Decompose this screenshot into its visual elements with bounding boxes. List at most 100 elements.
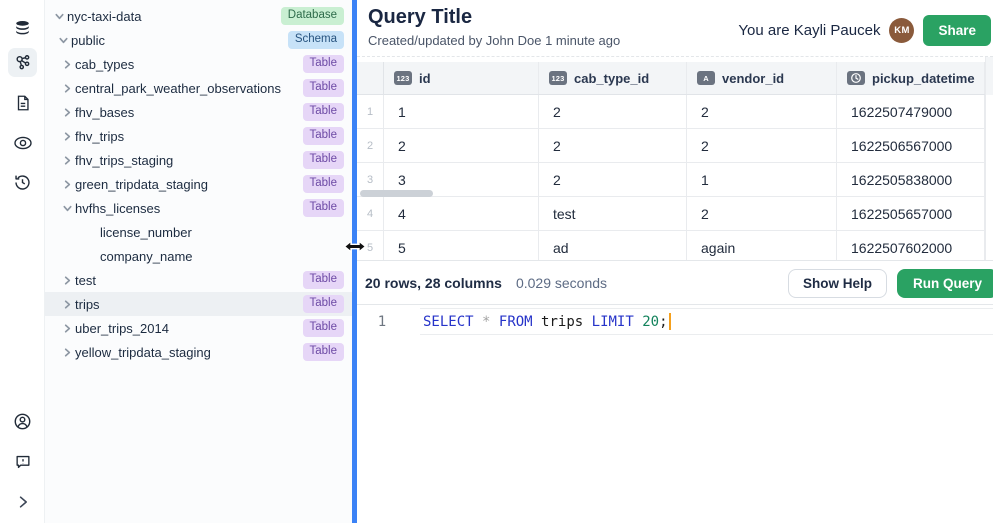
row-number[interactable]: 1 [357,95,384,128]
sql-editor[interactable]: 1 SELECT * FROM trips LIMIT 20; [357,306,993,523]
tree-item-label: fhv_trips_staging [75,152,174,168]
numeric-type-icon: 123 [549,71,567,85]
tree-item[interactable]: license_number [45,220,352,244]
sql-code-line[interactable]: SELECT * FROM trips LIMIT 20; [423,308,671,335]
column-header-label: pickup_datetime [872,70,975,86]
tree-item[interactable]: public Schema [45,28,352,52]
main-panel: Query Title Created/updated by John Doe … [357,0,993,523]
table-cell[interactable]: test [539,197,687,230]
table-cell[interactable]: 2 [384,129,539,162]
table-cell[interactable]: 2 [539,95,687,128]
rows-columns-count: 20 rows, 28 columns [365,274,502,291]
table-cell[interactable]: 2 [539,163,687,196]
table-cell[interactable]: 1 [687,163,837,196]
account-icon[interactable] [8,407,37,436]
table-cell[interactable]: 4 [384,197,539,230]
sql-token: 20 [642,313,660,330]
table-cell[interactable]: 1622505657000 [837,197,985,230]
tree-item[interactable]: cab_types Table [45,52,352,76]
schema-tree: nyc-taxi-data Database public Schema cab… [45,0,352,523]
row-number[interactable]: 3 [357,163,384,196]
status-bar: 20 rows, 28 columns 0.029 seconds Show H… [357,260,993,305]
table-cell[interactable]: 2 [687,197,837,230]
tree-item[interactable]: nyc-taxi-data Database [45,4,352,28]
eye-icon[interactable] [8,128,37,157]
table-cell[interactable]: 1622505838000 [837,163,985,196]
chevron-right-icon[interactable] [62,322,75,334]
database-icon[interactable] [8,14,37,43]
document-icon[interactable] [8,88,37,117]
column-header-cab_type_id[interactable]: 123 cab_type_id [539,62,687,94]
panel-resize-divider[interactable] [352,0,357,523]
grid-body: 1 1 2 2 1622507479000 2 2 2 2 1622506567000 3 3 2 1 16… [357,95,993,260]
grid-scrollbar-corner [986,57,993,95]
tree-item-type-badge: Table [302,102,344,122]
show-help-button[interactable]: Show Help [787,269,887,298]
user-cluster: You are Kayli Paucek KM Share [738,14,991,46]
tree-item[interactable]: trips Table [45,292,352,316]
table-cell[interactable]: 1 [384,95,539,128]
grid-horizontal-scrollbar-thumb[interactable] [360,190,433,197]
sql-token: SELECT [423,313,474,330]
tree-item-label: license_number [100,224,192,240]
tree-item[interactable]: fhv_trips Table [45,124,352,148]
row-number[interactable]: 4 [357,197,384,230]
table-cell[interactable]: 3 [384,163,539,196]
query-meta: Created/updated by John Doe 1 minute ago [368,33,621,48]
column-header-id[interactable]: 123 id [384,62,539,94]
column-header-pickup_datetime[interactable]: pickup_datetime [837,62,985,94]
chevron-right-icon[interactable] [62,130,75,142]
tree-item-type-badge: Table [302,294,344,314]
share-button[interactable]: Share [923,14,991,46]
grid-vertical-scrollbar[interactable] [985,57,993,260]
tree-item[interactable]: test Table [45,268,352,292]
table-cell[interactable]: 2 [687,129,837,162]
tree-item[interactable]: fhv_bases Table [45,100,352,124]
table-cell[interactable]: 2 [687,95,837,128]
expand-sidebar-icon[interactable] [8,487,37,516]
table-row: 1 1 2 2 1622507479000 [357,95,993,129]
history-icon[interactable] [8,168,37,197]
table-cell[interactable]: 1622506567000 [837,129,985,162]
tree-item-type-badge: Table [302,342,344,362]
table-cell[interactable]: ad [539,231,687,260]
chevron-down-icon[interactable] [54,10,67,22]
tree-item[interactable]: yellow_tripdata_staging Table [45,340,352,364]
tree-item[interactable]: uber_trips_2014 Table [45,316,352,340]
chevron-right-icon[interactable] [62,82,75,94]
column-header-label: cab_type_id [574,70,650,86]
row-number[interactable]: 2 [357,129,384,162]
line-number: 1 [377,313,387,330]
table-cell[interactable]: 5 [384,231,539,260]
tree-item-label: cab_types [75,56,135,72]
chevron-right-icon[interactable] [62,178,75,190]
chevron-down-icon[interactable] [58,34,71,46]
text-type-icon: A [697,71,715,85]
chevron-right-icon[interactable] [62,58,75,70]
avatar[interactable]: KM [889,17,915,43]
table-cell[interactable]: 2 [539,129,687,162]
run-query-button[interactable]: Run Query [896,269,993,298]
schema-graph-icon[interactable] [8,48,37,77]
table-cell[interactable]: 1622507479000 [837,95,985,128]
chevron-right-icon[interactable] [62,274,75,286]
chevron-right-icon[interactable] [62,154,75,166]
tree-item[interactable]: fhv_trips_staging Table [45,148,352,172]
clock-type-icon [847,71,865,85]
tree-item-label: fhv_trips [75,128,125,144]
tree-item[interactable]: company_name [45,244,352,268]
tree-item[interactable]: hvfhs_licenses Table [45,196,352,220]
row-number[interactable]: 5 [357,231,384,260]
chevron-down-icon[interactable] [62,202,75,214]
chevron-right-icon[interactable] [62,106,75,118]
table-row: 5 5 ad again 1622507602000 [357,231,993,260]
column-header-label: id [419,70,431,86]
feedback-icon[interactable] [8,447,37,476]
tree-item[interactable]: green_tripdata_staging Table [45,172,352,196]
table-cell[interactable]: 1622507602000 [837,231,985,260]
chevron-right-icon[interactable] [62,346,75,358]
table-cell[interactable]: again [687,231,837,260]
tree-item[interactable]: central_park_weather_observations Table [45,76,352,100]
chevron-right-icon[interactable] [62,298,75,310]
